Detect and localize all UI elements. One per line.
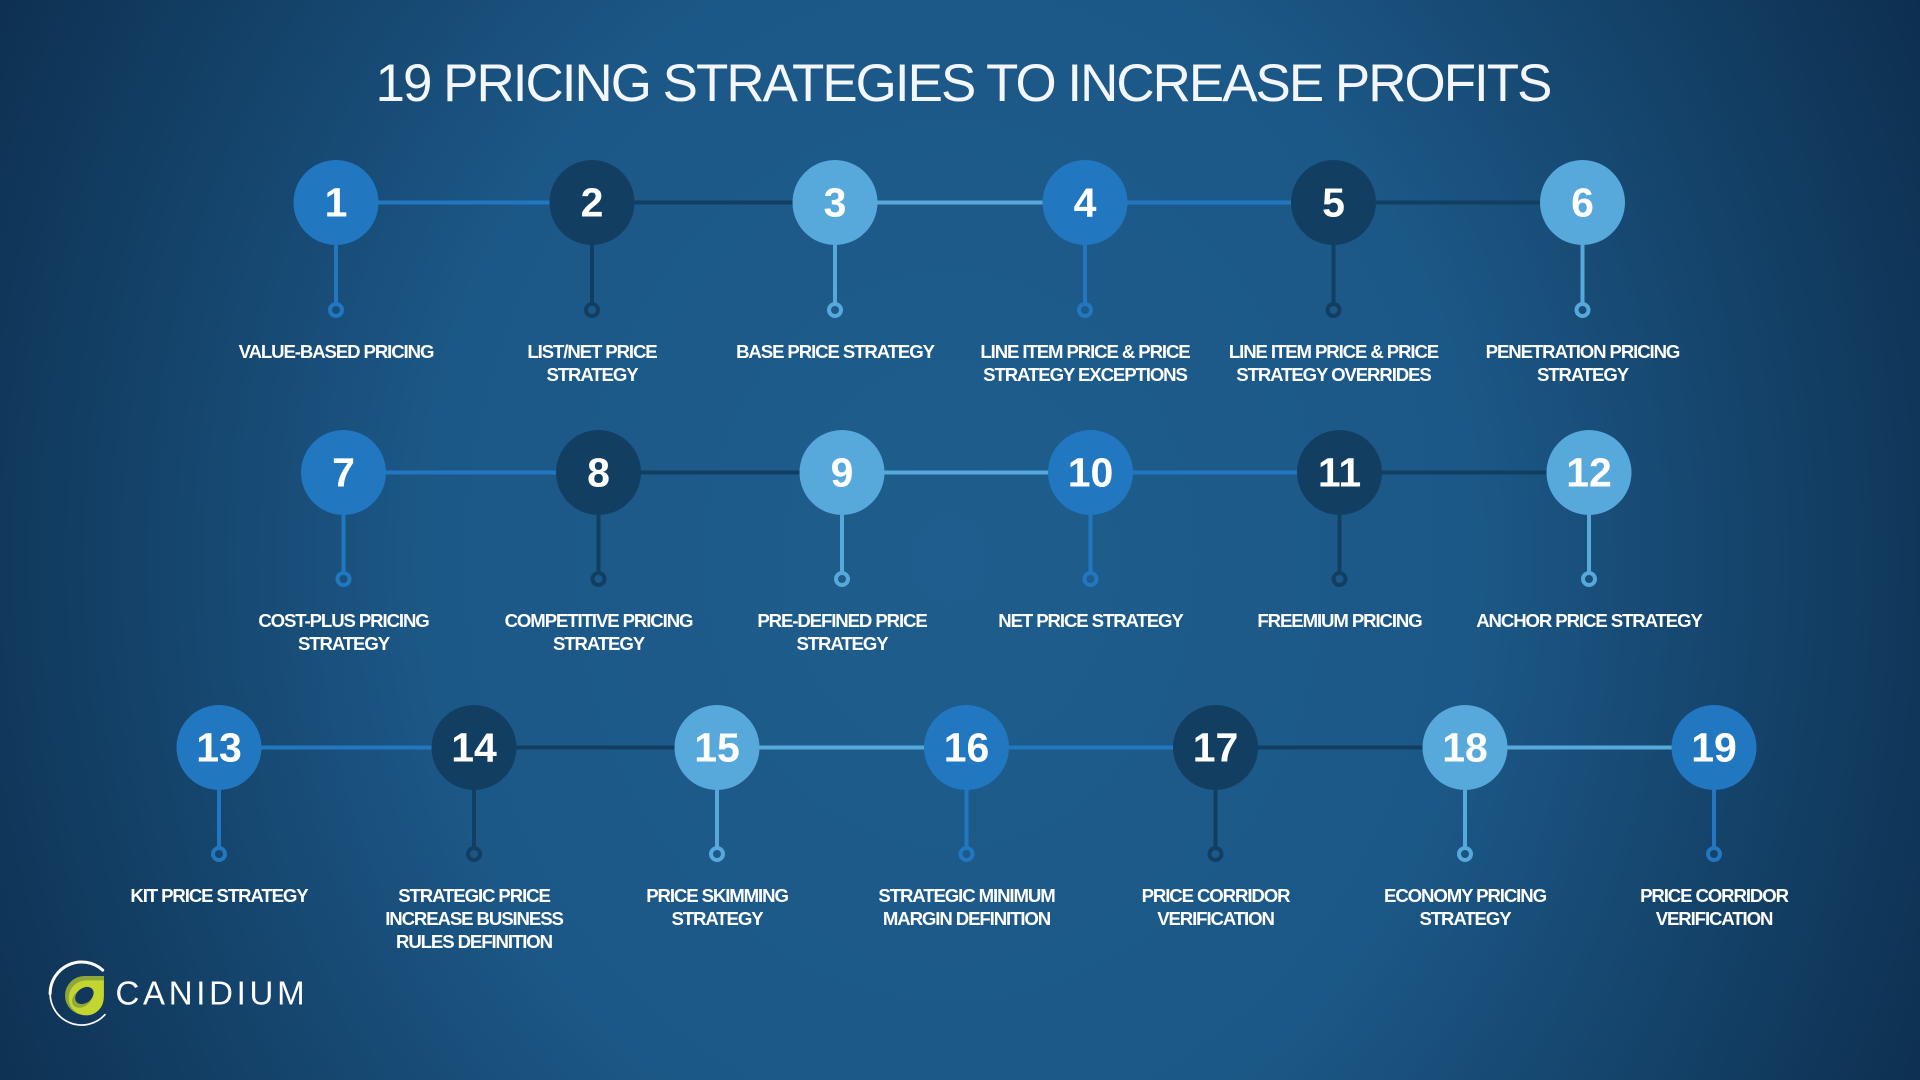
svg-text:STRATEGY: STRATEGY <box>553 633 646 654</box>
svg-text:INCREASE BUSINESS: INCREASE BUSINESS <box>385 908 563 929</box>
svg-text:7: 7 <box>332 450 355 496</box>
svg-text:STRATEGIC PRICE: STRATEGIC PRICE <box>398 885 550 906</box>
svg-text:RULES DEFINITION: RULES DEFINITION <box>396 931 553 952</box>
svg-text:4: 4 <box>1074 180 1097 226</box>
svg-text:STRATEGY: STRATEGY <box>796 633 889 654</box>
svg-text:ECONOMY PRICING: ECONOMY PRICING <box>1384 885 1547 906</box>
svg-text:5: 5 <box>1322 180 1345 226</box>
svg-text:19 PRICING STRATEGIES TO INCRE: 19 PRICING STRATEGIES TO INCREASE PROFIT… <box>376 54 1551 113</box>
svg-text:LINE ITEM PRICE & PRICE: LINE ITEM PRICE & PRICE <box>1229 341 1439 362</box>
svg-text:COMPETITIVE PRICING: COMPETITIVE PRICING <box>505 610 693 631</box>
svg-text:VERIFICATION: VERIFICATION <box>1157 908 1274 929</box>
svg-text:12: 12 <box>1566 450 1612 496</box>
svg-text:MARGIN DEFINITION: MARGIN DEFINITION <box>883 908 1051 929</box>
svg-text:STRATEGY: STRATEGY <box>1537 364 1630 385</box>
svg-text:STRATEGY: STRATEGY <box>1419 908 1512 929</box>
svg-text:KIT PRICE STRATEGY: KIT PRICE STRATEGY <box>130 885 309 906</box>
svg-text:CANIDIUM: CANIDIUM <box>116 975 309 1012</box>
svg-text:10: 10 <box>1068 450 1114 496</box>
svg-text:LINE ITEM PRICE & PRICE: LINE ITEM PRICE & PRICE <box>980 341 1190 362</box>
svg-text:15: 15 <box>694 725 740 771</box>
svg-text:STRATEGY: STRATEGY <box>671 908 764 929</box>
svg-text:PRICE CORRIDOR: PRICE CORRIDOR <box>1640 885 1789 906</box>
svg-text:9: 9 <box>831 450 854 496</box>
svg-text:1: 1 <box>325 180 348 226</box>
svg-text:PRICE CORRIDOR: PRICE CORRIDOR <box>1142 885 1291 906</box>
svg-text:8: 8 <box>587 450 610 496</box>
svg-text:FREEMIUM PRICING: FREEMIUM PRICING <box>1257 610 1422 631</box>
svg-text:VALUE-BASED PRICING: VALUE-BASED PRICING <box>239 341 434 362</box>
svg-text:16: 16 <box>944 725 990 771</box>
svg-text:11: 11 <box>1318 450 1361 496</box>
svg-text:VERIFICATION: VERIFICATION <box>1656 908 1773 929</box>
svg-text:14: 14 <box>451 725 497 771</box>
svg-text:17: 17 <box>1193 725 1239 771</box>
svg-text:STRATEGY: STRATEGY <box>298 633 391 654</box>
svg-text:STRATEGY: STRATEGY <box>546 364 639 385</box>
svg-text:NET PRICE STRATEGY: NET PRICE STRATEGY <box>998 610 1184 631</box>
svg-text:PENETRATION PRICING: PENETRATION PRICING <box>1486 341 1680 362</box>
svg-text:ANCHOR PRICE STRATEGY: ANCHOR PRICE STRATEGY <box>1476 610 1703 631</box>
svg-text:STRATEGY EXCEPTIONS: STRATEGY EXCEPTIONS <box>983 364 1187 385</box>
svg-text:LIST/NET PRICE: LIST/NET PRICE <box>527 341 657 362</box>
svg-text:STRATEGY OVERRIDES: STRATEGY OVERRIDES <box>1236 364 1431 385</box>
svg-text:STRATEGIC MINIMUM: STRATEGIC MINIMUM <box>878 885 1055 906</box>
svg-text:13: 13 <box>196 725 242 771</box>
svg-text:3: 3 <box>824 180 847 226</box>
svg-text:BASE PRICE STRATEGY: BASE PRICE STRATEGY <box>736 341 935 362</box>
svg-text:6: 6 <box>1571 180 1594 226</box>
svg-text:2: 2 <box>581 180 604 226</box>
svg-text:18: 18 <box>1442 725 1488 771</box>
svg-text:COST-PLUS PRICING: COST-PLUS PRICING <box>258 610 429 631</box>
svg-text:PRICE SKIMMING: PRICE SKIMMING <box>646 885 788 906</box>
svg-text:19: 19 <box>1691 725 1737 771</box>
svg-text:PRE-DEFINED PRICE: PRE-DEFINED PRICE <box>757 610 927 631</box>
